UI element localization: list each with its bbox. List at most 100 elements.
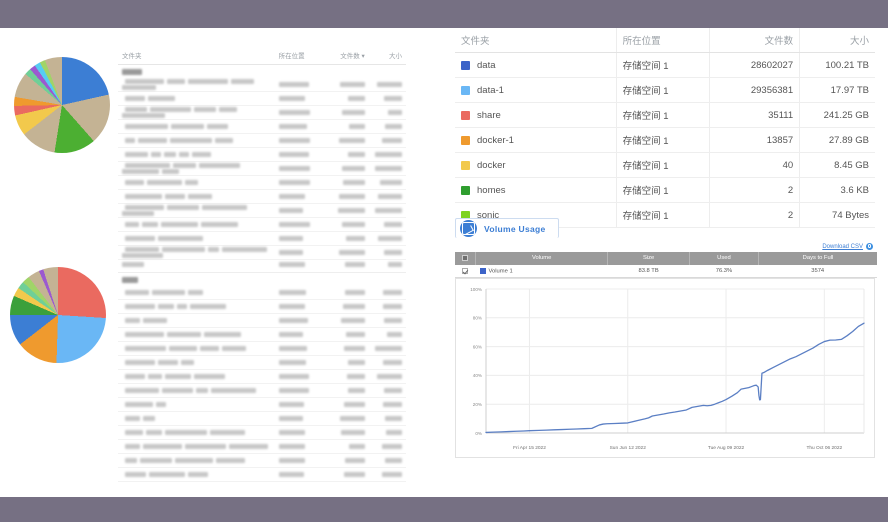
header-location[interactable]: 所在位置 [615,28,710,53]
redacted-text [125,318,140,323]
cell-size [365,388,406,394]
row-checkbox[interactable] [462,267,469,274]
table-row[interactable]: homes 存储空间 1 2 3.6 KB [455,177,875,203]
header-filecount[interactable]: 文件数 [708,28,800,53]
cell-size [365,290,406,296]
column-header-filecount[interactable]: 文件数 ▾ [340,53,365,60]
info-icon[interactable] [866,243,873,250]
table-row[interactable] [118,120,406,135]
cell-location [278,194,328,200]
table-row[interactable] [118,78,406,93]
header-volume[interactable]: Volume [475,252,609,265]
cell-location [278,96,328,102]
svg-text:100%: 100% [470,287,482,292]
redacted-text [146,430,162,435]
table-row[interactable] [118,454,406,469]
download-csv-link[interactable]: Download CSV [822,243,863,250]
redacted-text [151,152,161,157]
redacted-table-top[interactable]: 文件夹 所在位置 文件数 ▾ 大小 [118,50,406,261]
header-volume-used[interactable]: Used [689,252,759,265]
table-row[interactable] [118,106,406,121]
table-row[interactable]: docker-1 存储空间 1 13857 27.89 GB [455,127,875,153]
table-row[interactable] [118,92,406,107]
folder-table-header-row: 文件夹 所在位置 文件数 大小 [455,28,875,53]
redacted-text [167,332,201,337]
header-size[interactable]: 大小 [799,28,875,53]
tab-volume-usage[interactable]: Volume Usage [455,218,559,238]
cell-checkbox[interactable] [455,264,476,279]
header-select-all[interactable] [455,252,476,265]
cell-size [365,250,406,256]
volume-table[interactable]: Volume Size Used Days to Full Volume 1 83… [455,252,877,279]
redacted-text [122,113,165,118]
table-row[interactable] [118,440,406,455]
cell-file-count: 29356381 [708,77,800,103]
redacted-text [149,472,185,477]
table-row[interactable] [118,468,406,483]
table-row[interactable] [118,176,406,191]
column-header-size[interactable]: 大小 [389,53,402,60]
color-swatch [461,185,470,195]
cell-folder-name: data [455,52,617,78]
table-row[interactable] [118,314,406,329]
cell-location [278,458,328,464]
download-csv-row[interactable]: Download CSV [455,243,873,250]
table-row[interactable]: docker 存储空间 1 40 8.45 GB [455,152,875,178]
table-row[interactable] [118,286,406,301]
redacted-text [192,152,211,157]
header-volume-size[interactable]: Size [607,252,690,265]
select-all-checkbox[interactable] [462,255,468,261]
cell-days-to-full: 3574 [758,264,877,279]
volume-table-header-row: Volume Size Used Days to Full [455,252,877,265]
table-row[interactable] [118,190,406,205]
redacted-text [142,222,158,227]
table-row[interactable] [118,204,406,219]
redacted-text [215,138,233,143]
table-row[interactable] [118,370,406,385]
table-row[interactable]: data 存储空间 1 28602027 100.21 TB [455,52,875,78]
cell-size [365,318,406,324]
column-header-folder[interactable]: 文件夹 [122,53,142,60]
table-row[interactable] [118,232,406,247]
cell-size [365,138,406,144]
svg-text:Fri Apr 15 2022: Fri Apr 15 2022 [513,445,546,451]
table-row[interactable] [118,384,406,399]
cell-folder [118,194,279,200]
color-swatch [461,60,470,70]
volume-usage-tabrow: Volume Usage [455,216,877,240]
cell-location [278,388,328,394]
header-days-to-full[interactable]: Days to Full [758,252,877,265]
table-row[interactable]: data-1 存储空间 1 29356381 17.97 TB [455,77,875,103]
redacted-text [196,388,208,393]
cell-location: 存储空间 1 [615,127,710,153]
cell-folder [118,96,279,102]
table-row[interactable] [118,162,406,177]
table-row[interactable] [118,328,406,343]
table-row[interactable] [118,134,406,149]
cell-size: 8.45 GB [799,152,875,178]
table-row[interactable] [118,426,406,441]
table-row[interactable] [118,218,406,233]
header-folder[interactable]: 文件夹 [455,28,617,53]
cell-file-count: 35111 [708,102,800,128]
table-row[interactable] [118,246,406,261]
table-row[interactable] [118,300,406,315]
folder-summary-table[interactable]: 文件夹 所在位置 文件数 大小 data 存储空间 1 28602027 100.21… [455,28,875,228]
redacted-text [125,194,162,199]
table-row[interactable] [118,412,406,427]
redacted-text [188,290,203,295]
volume-row[interactable]: Volume 1 83.8 TB 76.3% 3574 [455,264,877,279]
column-header-location[interactable]: 所在位置 [278,53,305,60]
redacted-text [162,169,179,174]
table-row[interactable] [118,148,406,163]
table-row[interactable] [118,342,406,357]
table-row[interactable]: share 存储空间 1 35111 241.25 GB [455,102,875,128]
redacted-text [150,107,191,112]
volume-usage-chart[interactable]: 0% 20% 40% 60% 80% 100% Fri Apr 15 2022 Sun Jun… [455,278,875,458]
table-row[interactable]: sonic 存储空间 1 2 74 Bytes [455,202,875,228]
color-swatch [461,110,470,120]
redacted-text [216,458,245,463]
table-row[interactable] [118,356,406,371]
table-row[interactable] [118,398,406,413]
redacted-table-bottom[interactable] [118,261,406,483]
